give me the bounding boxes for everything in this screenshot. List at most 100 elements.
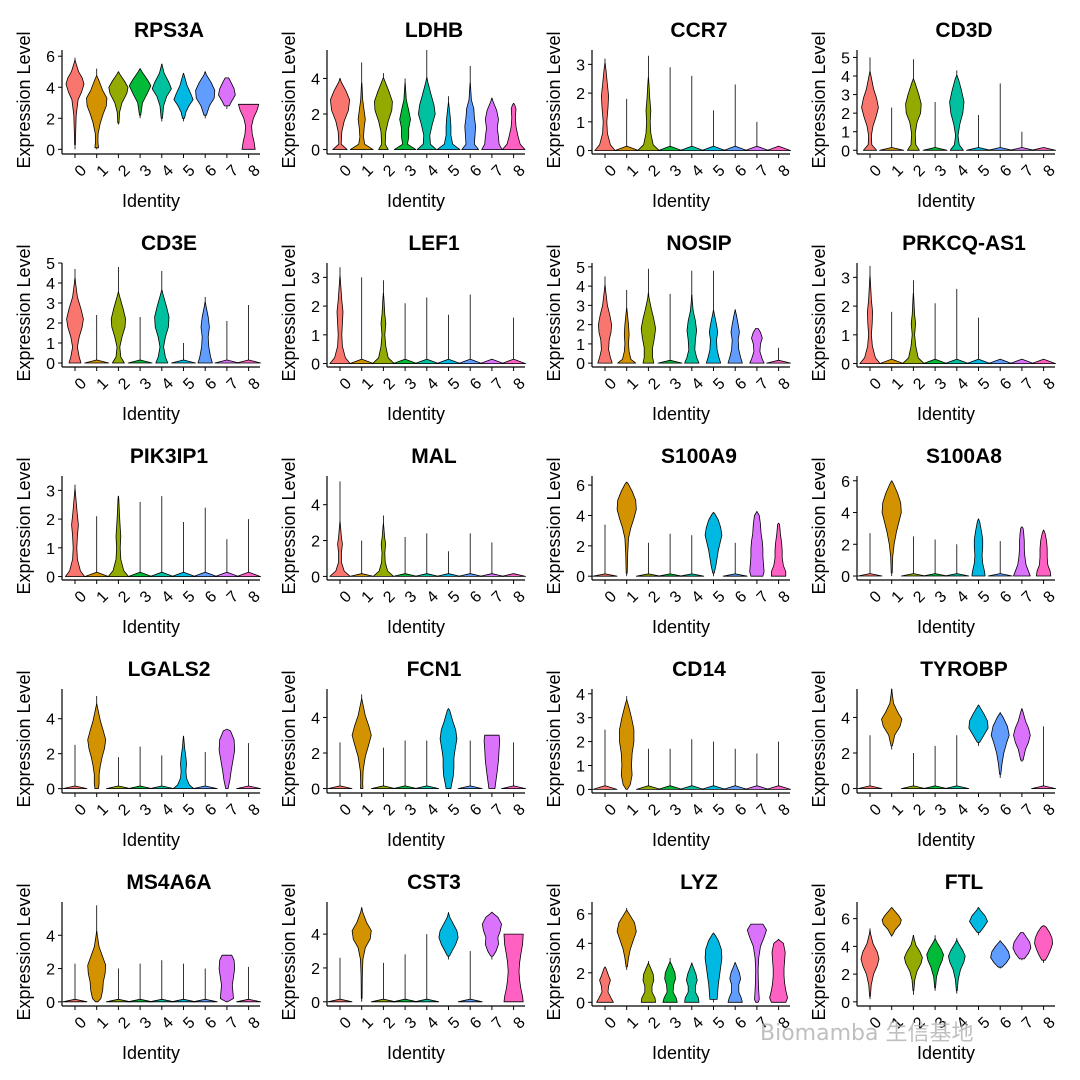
x-tick-label: 1 — [359, 162, 377, 180]
violin-body — [859, 275, 881, 365]
violin-7 — [483, 734, 501, 789]
x-axis-label: Identity — [652, 830, 710, 850]
y-axis-label: Expression Level — [279, 31, 299, 168]
x-axis-label: Identity — [917, 404, 975, 424]
panel-title: FTL — [945, 871, 984, 894]
violin-4 — [414, 297, 440, 365]
x-tick-label: 3 — [667, 801, 685, 819]
violin-body — [87, 930, 107, 1003]
y-tick-label: 0 — [841, 782, 850, 799]
y-tick-label: 4 — [311, 927, 320, 944]
x-tick-label: 3 — [137, 801, 155, 819]
violin-3 — [922, 539, 948, 577]
violin-3 — [127, 746, 153, 789]
violin-2 — [636, 748, 661, 790]
violin-body — [944, 785, 970, 789]
y-axis-label: Expression Level — [544, 31, 564, 168]
violin-3 — [922, 745, 948, 789]
x-tick-label: 1 — [359, 1014, 377, 1032]
y-tick-label: 2 — [576, 735, 585, 752]
violin-body — [329, 275, 351, 365]
x-tick-label: 3 — [932, 162, 950, 180]
x-axis-label: Identity — [122, 191, 180, 211]
violin-body — [966, 358, 991, 365]
x-tick-label: 3 — [402, 801, 420, 819]
violin-0 — [327, 742, 353, 789]
x-tick-label: 3 — [402, 375, 420, 393]
violin-body — [749, 328, 765, 364]
violin-body — [879, 358, 905, 365]
x-tick-label: 5 — [180, 588, 198, 606]
violin-0 — [860, 928, 880, 1000]
violin-7 — [1009, 131, 1035, 151]
violin-0 — [66, 269, 84, 364]
violin-body — [329, 521, 351, 577]
y-tick-label: 2 — [311, 961, 320, 978]
violin-6 — [987, 83, 1013, 151]
violin-0 — [65, 484, 85, 577]
x-tick-label: 0 — [337, 162, 355, 180]
x-tick-label: 2 — [115, 375, 133, 393]
violin-body — [969, 907, 988, 933]
violin-1 — [87, 905, 107, 1003]
panel-title: CD14 — [672, 658, 726, 681]
violin-body — [106, 998, 131, 1003]
violin-body — [766, 145, 791, 152]
violin-body — [172, 735, 195, 789]
x-tick-label: 6 — [467, 801, 485, 819]
x-tick-label: 8 — [245, 162, 263, 180]
violin-body — [457, 573, 483, 577]
violin-body — [614, 145, 640, 152]
x-tick-label: 6 — [467, 162, 485, 180]
panel-title: RPS3A — [134, 19, 204, 42]
x-tick-label: 3 — [667, 1014, 685, 1032]
violin-1 — [881, 688, 903, 750]
violin-body — [457, 998, 483, 1003]
x-tick-label: 7 — [754, 375, 772, 393]
y-tick-label: 4 — [841, 710, 850, 727]
x-tick-label: 5 — [445, 801, 463, 819]
y-axis-label: Expression Level — [544, 244, 564, 381]
x-tick-label: 5 — [445, 588, 463, 606]
violin-8 — [1036, 529, 1052, 577]
y-tick-label: 4 — [46, 712, 55, 729]
violin-body — [990, 712, 1010, 775]
violin-body — [87, 703, 107, 789]
violin-body — [106, 785, 131, 789]
violin-body — [879, 147, 905, 151]
x-tick-label: 6 — [202, 1014, 220, 1032]
violin-body — [218, 728, 236, 789]
x-tick-label: 1 — [94, 801, 112, 819]
x-tick-label: 7 — [1019, 375, 1037, 393]
violin-5 — [171, 343, 196, 364]
violin-body — [684, 294, 700, 364]
y-tick-label: 4 — [46, 928, 55, 945]
violin-body — [636, 785, 661, 790]
violin-3 — [128, 68, 152, 119]
y-tick-label: 1 — [576, 759, 585, 776]
violin-8 — [1031, 147, 1056, 151]
x-axis-label: Identity — [387, 1043, 445, 1063]
y-tick-label: 2 — [46, 962, 55, 979]
x-tick-label: 2 — [115, 588, 133, 606]
violin-3 — [127, 963, 153, 1003]
violin-0 — [329, 481, 351, 577]
y-tick-label: 2 — [576, 539, 585, 556]
violin-7 — [749, 510, 765, 577]
violin-body — [860, 930, 880, 997]
x-tick-label: 3 — [137, 162, 155, 180]
y-tick-label: 4 — [46, 80, 55, 97]
violin-body — [637, 76, 660, 152]
violin-2 — [370, 747, 396, 789]
y-tick-label: 0 — [576, 356, 585, 373]
x-axis-label: Identity — [652, 404, 710, 424]
violin-body — [107, 495, 130, 577]
violin-body — [949, 74, 965, 151]
violin-1 — [349, 277, 375, 365]
violin-body — [987, 573, 1013, 577]
violin-6 — [722, 84, 748, 152]
